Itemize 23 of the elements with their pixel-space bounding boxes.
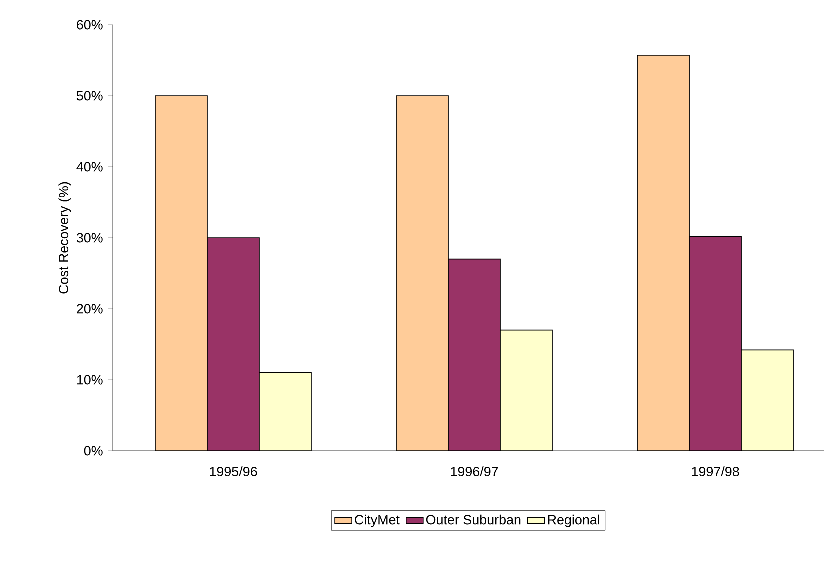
bar [689,236,742,451]
y-axis-title: Cost Recovery (%) [58,182,72,294]
bar [155,96,208,451]
bar [500,330,553,451]
bar [207,238,260,451]
y-tick-label: 40% [76,162,103,172]
x-tick-label: 1996/97 [451,466,498,477]
bar [741,350,794,451]
bar [637,55,690,451]
y-tick-label: 60% [77,20,103,30]
bar [259,372,312,451]
bar [396,96,449,451]
bar [448,258,501,451]
x-tick-label: 1997/98 [692,466,740,477]
y-tick-label: 30% [76,233,103,243]
y-tick-label: 10% [77,375,103,385]
legend-label: Regional [548,514,600,528]
y-tick-label: 50% [76,91,103,101]
legend-label: CityMet [355,514,400,528]
x-tick-label: 1995/96 [210,466,258,477]
y-tick-label: 20% [77,304,103,314]
y-tick-label: 0% [84,446,103,456]
legend-label: Outer Suburban [426,514,521,525]
